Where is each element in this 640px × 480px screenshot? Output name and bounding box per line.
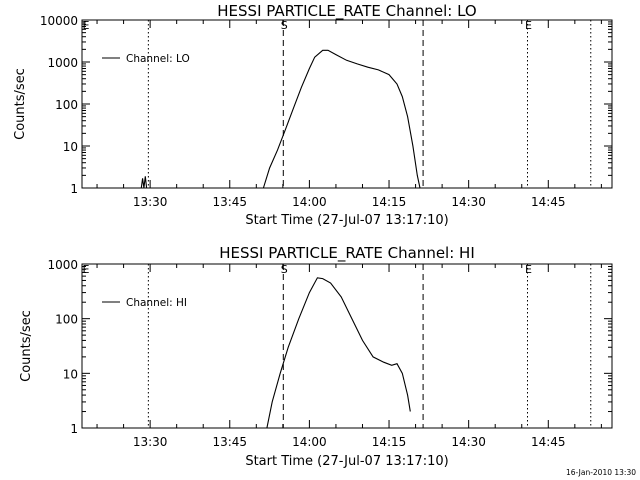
y-tick-label: 10 bbox=[63, 367, 78, 381]
plot-frame bbox=[81, 19, 613, 189]
chart-title: HESSI PARTICLE_RATE Channel: HI bbox=[219, 244, 475, 263]
x-tick-label: 14:30 bbox=[451, 435, 486, 449]
y-tick-label: 100 bbox=[55, 98, 78, 112]
series-line bbox=[140, 176, 148, 189]
x-tick-label: 14:15 bbox=[372, 195, 407, 209]
x-tick-label: 14:00 bbox=[292, 435, 327, 449]
x-tick-label: 13:45 bbox=[212, 195, 247, 209]
y-tick-label: 1000 bbox=[47, 258, 78, 272]
event-marker-label: E bbox=[525, 263, 532, 276]
legend-label: Channel: HI bbox=[126, 297, 187, 309]
x-tick-label: 14:45 bbox=[531, 435, 566, 449]
footer-timestamp: 16-Jan-2010 13:30 bbox=[566, 468, 636, 477]
event-marker-label: S bbox=[281, 19, 288, 32]
chart-title: HESSI PARTICLE_RATE Channel: LO bbox=[217, 2, 476, 21]
y-tick-label: 100 bbox=[55, 313, 78, 327]
legend-label: Channel: LO bbox=[126, 53, 190, 65]
panel-hi-channel: HESSI PARTICLE_RATE Channel: HI 1 10 100 100… bbox=[19, 244, 613, 469]
corner-marker: E bbox=[83, 19, 90, 32]
x-tick-label: 14:15 bbox=[372, 435, 407, 449]
y-axis-title: Counts/sec bbox=[19, 310, 34, 382]
x-tick-label: 13:45 bbox=[212, 435, 247, 449]
y-tick-label: 1 bbox=[70, 422, 78, 436]
x-axis-title: Start Time (27-Jul-07 13:17:10) bbox=[245, 454, 448, 469]
x-tick-label: 13:30 bbox=[133, 195, 168, 209]
x-tick-label: 14:45 bbox=[531, 195, 566, 209]
x-tick-label: 14:00 bbox=[292, 195, 327, 209]
y-axis-title: Counts/sec bbox=[13, 68, 28, 140]
x-tick-label: 14:30 bbox=[451, 195, 486, 209]
x-axis-title: Start Time (27-Jul-07 13:17:10) bbox=[245, 213, 448, 228]
plot-frame bbox=[81, 263, 613, 429]
panel-lo-channel: HESSI PARTICLE_RATE Channel: LO 1 10 100 100… bbox=[13, 2, 613, 228]
series-line bbox=[266, 277, 411, 429]
y-tick-label: 1000 bbox=[47, 56, 78, 70]
x-tick-label: 13:30 bbox=[133, 435, 168, 449]
series-line bbox=[262, 49, 421, 189]
y-tick-label: 10000 bbox=[40, 14, 78, 28]
corner-marker: E bbox=[83, 263, 90, 276]
event-marker-label: S bbox=[281, 263, 288, 276]
y-tick-label: 1 bbox=[70, 182, 78, 196]
y-tick-label: 10 bbox=[63, 140, 78, 154]
event-marker-label: E bbox=[525, 19, 532, 32]
